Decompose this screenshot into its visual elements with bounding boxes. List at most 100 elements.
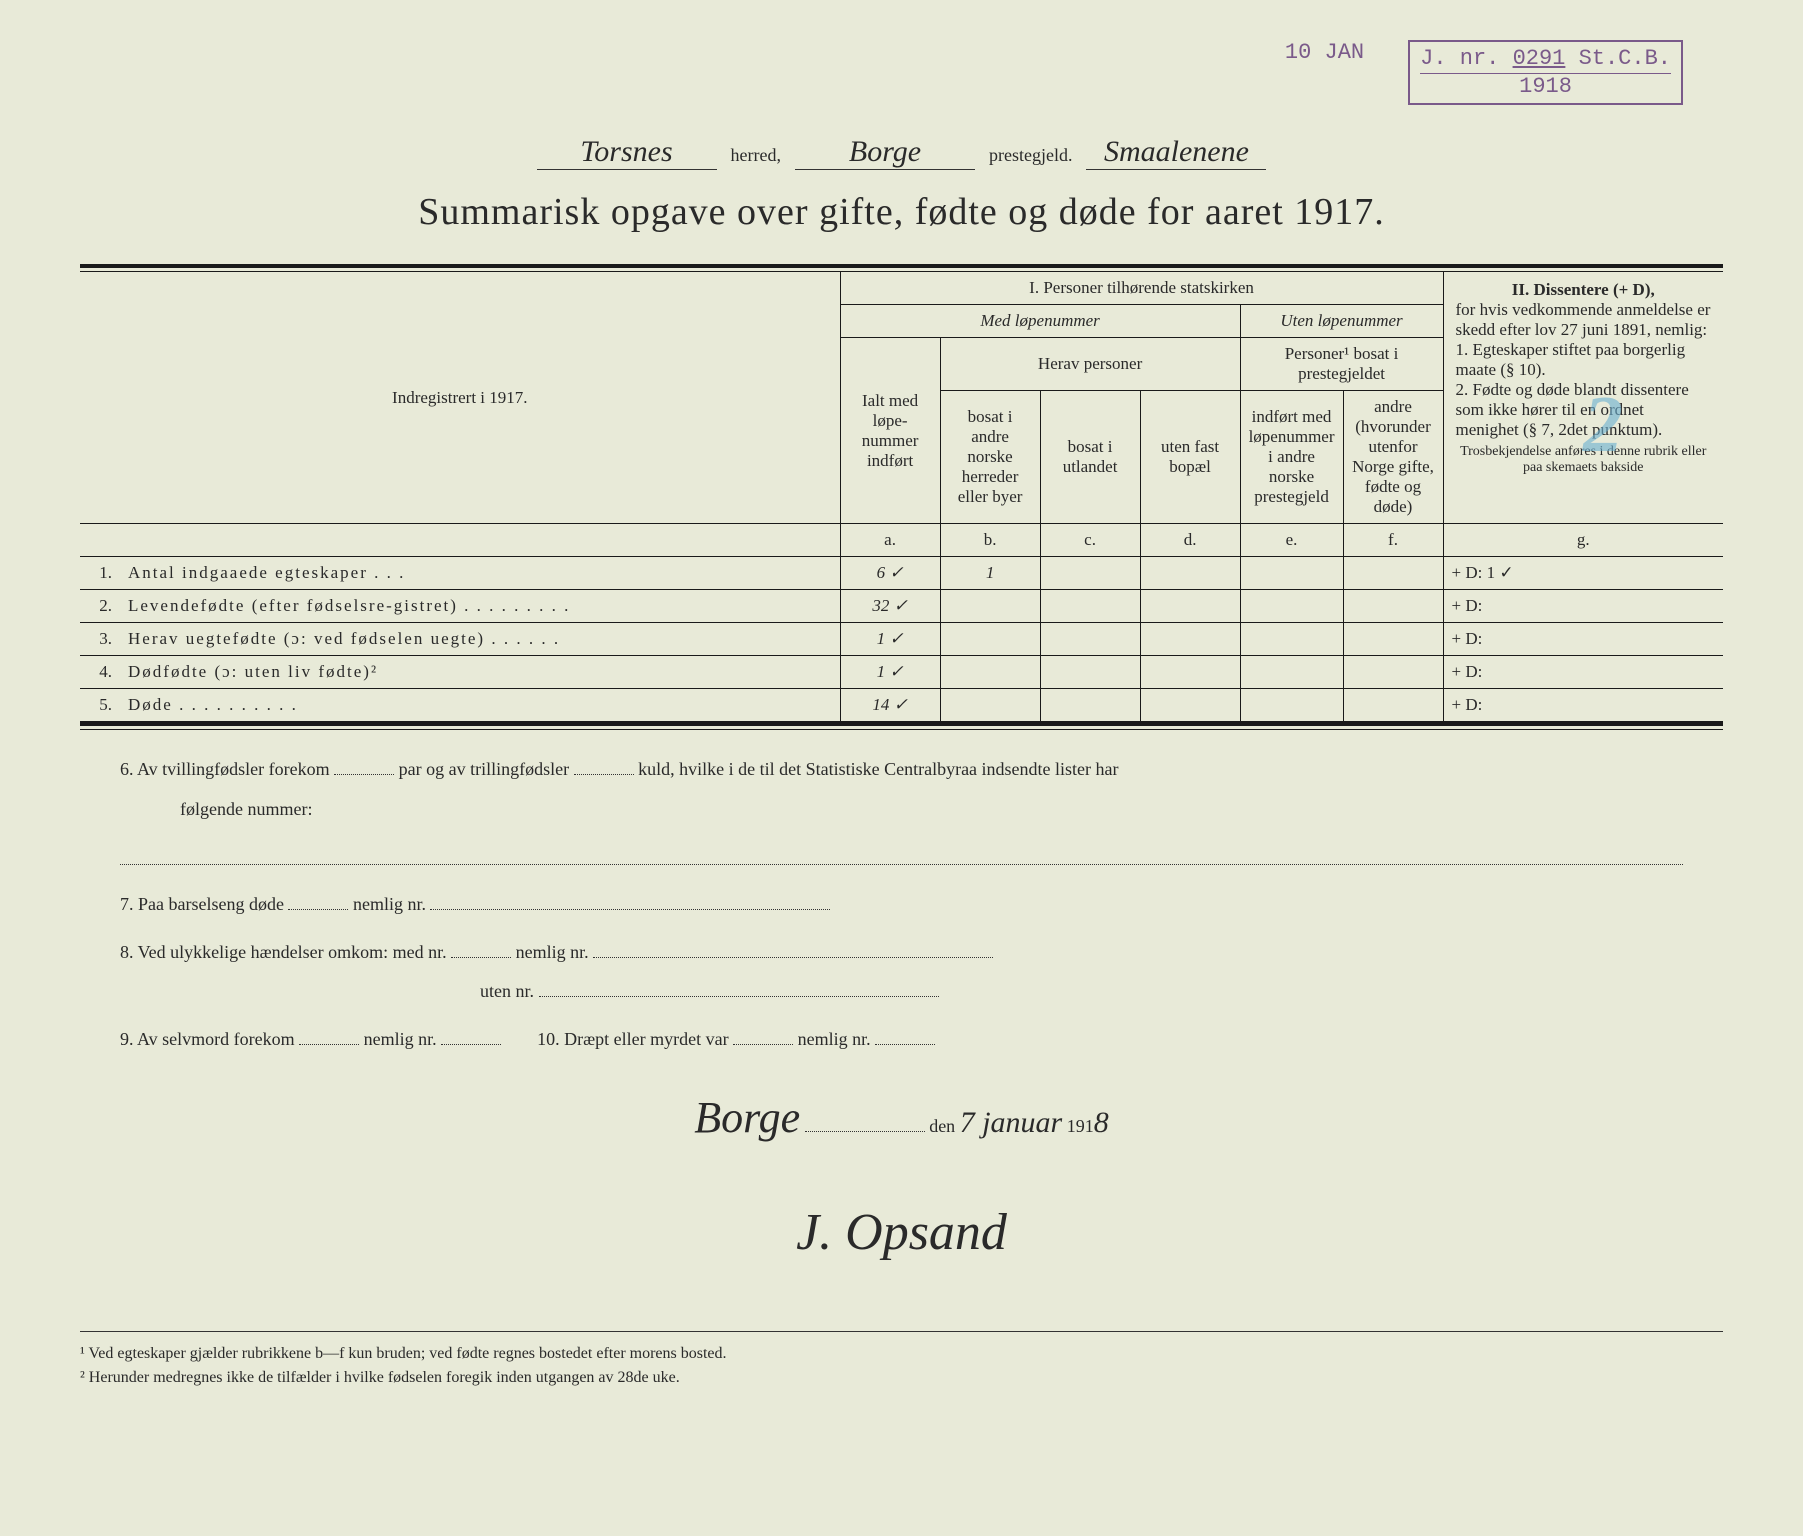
sec2-body: for hvis vedkommende anmeldelse er skedd… — [1456, 300, 1712, 340]
q7: 7. Paa barselseng døde nemlig nr. — [120, 885, 1683, 925]
cell-f — [1343, 590, 1443, 623]
cell-b — [940, 623, 1040, 656]
row-num: 2. — [80, 590, 120, 623]
row-num: 5. — [80, 689, 120, 722]
table-row: 1.Antal indgaaede egteskaper . . .6 ✓1+ … — [80, 557, 1723, 590]
cell-g: + D: — [1443, 656, 1723, 689]
cell-e — [1240, 557, 1343, 590]
signature-name: J. Opsand — [796, 1176, 1007, 1290]
sec2-block: II. Dissentere (+ D), for hvis vedkommen… — [1443, 272, 1723, 524]
cell-c — [1040, 590, 1140, 623]
sig-date: 7 januar — [960, 1106, 1063, 1139]
q6: 6. Av tvillingfødsler forekom par og av … — [120, 750, 1683, 829]
col-d: uten fast bopæl — [1140, 391, 1240, 524]
row-label: Herav uegtefødte (ɔ: ved fødselen uegte)… — [120, 623, 840, 656]
prestegjeld-label: prestegjeld. — [989, 145, 1072, 165]
sec1-title: I. Personer tilhørende statskirken — [840, 272, 1443, 305]
footnotes: ¹ Ved egteskaper gjælder rubrikkene b—f … — [80, 1331, 1723, 1390]
sec2-item1: 1. Egteskaper stiftet paa borgerlig maat… — [1456, 340, 1712, 380]
herred-label: herred, — [731, 145, 781, 165]
cell-b — [940, 689, 1040, 722]
footnote-2: ² Herunder medregnes ikke de tilfælder i… — [80, 1366, 1723, 1390]
sec2-title: II. Dissentere (+ D), — [1456, 280, 1712, 300]
row-num: 4. — [80, 656, 120, 689]
cell-d — [1140, 623, 1240, 656]
cell-b — [940, 590, 1040, 623]
row-label: Dødfødte (ɔ: uten liv fødte)² — [120, 656, 840, 689]
col-e: indført med løpenummer i andre norske pr… — [1240, 391, 1343, 524]
q9-q10: 9. Av selvmord forekom nemlig nr. 10. Dr… — [120, 1020, 1683, 1060]
sec1-uten: Uten løpenummer — [1240, 305, 1443, 338]
table-row: 5.Døde . . . . . . . . . .14 ✓ + D: — [80, 689, 1723, 722]
letter-a: a. — [840, 524, 940, 557]
row-num: 1. — [80, 557, 120, 590]
col-indreg: Indregistrert i 1917. — [80, 272, 840, 524]
cell-e — [1240, 590, 1343, 623]
footnote-1: ¹ Ved egteskaper gjælder rubrikkene b—f … — [80, 1342, 1723, 1366]
stamp-area: 10 JAN J. nr. 0291 St.C.B. 1918 — [80, 40, 1723, 105]
prestegjeld-value: Borge — [795, 135, 975, 170]
letter-g: g. — [1443, 524, 1723, 557]
cell-d — [1140, 557, 1240, 590]
table-row: 2.Levendefødte (efter fødselsre-gistret)… — [80, 590, 1723, 623]
cell-d — [1140, 656, 1240, 689]
cell-a: 32 ✓ — [840, 590, 940, 623]
cell-a: 1 ✓ — [840, 623, 940, 656]
letter-e: e. — [1240, 524, 1343, 557]
letter-c: c. — [1040, 524, 1140, 557]
cell-c — [1040, 689, 1140, 722]
letter-b: b. — [940, 524, 1040, 557]
cell-d — [1140, 590, 1240, 623]
jnr-label: J. nr. — [1420, 46, 1499, 71]
row-num: 3. — [80, 623, 120, 656]
cell-g: + D: — [1443, 623, 1723, 656]
col-c: bosat i utlandet — [1040, 391, 1140, 524]
cell-g: + D: — [1443, 590, 1723, 623]
cell-e — [1240, 656, 1343, 689]
row-label: Levendefødte (efter fødselsre-gistret) .… — [120, 590, 840, 623]
q6-blank-line — [120, 839, 1683, 865]
region-value: Smaalenene — [1086, 135, 1266, 170]
cell-g: + D: — [1443, 689, 1723, 722]
col-a: Ialt med løpe-nummer indført — [840, 338, 940, 524]
cell-b — [940, 656, 1040, 689]
col-herav: Herav personer — [940, 338, 1240, 391]
cell-c — [1040, 656, 1140, 689]
cell-g: + D: 1 ✓ — [1443, 557, 1723, 590]
herred-value: Torsnes — [537, 135, 717, 170]
cell-f — [1343, 689, 1443, 722]
table-row: 4.Dødfødte (ɔ: uten liv fødte)²1 ✓ + D: — [80, 656, 1723, 689]
signature-name-line: J. Opsand — [120, 1176, 1683, 1290]
row-label: Antal indgaaede egteskaper . . . — [120, 557, 840, 590]
cell-a: 14 ✓ — [840, 689, 940, 722]
header-line: Torsnes herred, Borge prestegjeld. Smaal… — [80, 135, 1723, 170]
cell-e — [1240, 689, 1343, 722]
letter-f: f. — [1343, 524, 1443, 557]
rule-top — [80, 264, 1723, 272]
cell-f — [1343, 656, 1443, 689]
cell-a: 1 ✓ — [840, 656, 940, 689]
cell-c — [1040, 557, 1140, 590]
q8: 8. Ved ulykkelige hændelser omkom: med n… — [120, 933, 1683, 1012]
row-label: Døde . . . . . . . . . . — [120, 689, 840, 722]
sec2-note: Trosbekjendelse anføres i denne rubrik e… — [1456, 444, 1712, 476]
sig-place: Borge — [694, 1070, 800, 1167]
cell-d — [1140, 689, 1240, 722]
table-row: 3.Herav uegtefødte (ɔ: ved fødselen uegt… — [80, 623, 1723, 656]
sec2-item2: 2. Fødte og døde blandt dissentere som i… — [1456, 380, 1712, 440]
col-uten-head: Personer¹ bosat i prestegjeldet — [1240, 338, 1443, 391]
cell-b: 1 — [940, 557, 1040, 590]
letter-d: d. — [1140, 524, 1240, 557]
cell-f — [1343, 557, 1443, 590]
cell-e — [1240, 623, 1343, 656]
cell-f — [1343, 623, 1443, 656]
signature-line: Borge den 7 januar 1918 — [120, 1070, 1683, 1167]
cell-c — [1040, 623, 1140, 656]
jnr-year: 1918 — [1420, 73, 1671, 99]
jnr-suffix: St.C.B. — [1579, 46, 1671, 71]
sec1-med: Med løpenummer — [840, 305, 1240, 338]
main-table: Indregistrert i 1917. I. Personer tilhør… — [80, 272, 1723, 722]
col-b: bosat i andre norske herreder eller byer — [940, 391, 1040, 524]
date-stamp: 10 JAN — [1285, 40, 1364, 65]
jnr-value: 0291 — [1513, 46, 1566, 71]
